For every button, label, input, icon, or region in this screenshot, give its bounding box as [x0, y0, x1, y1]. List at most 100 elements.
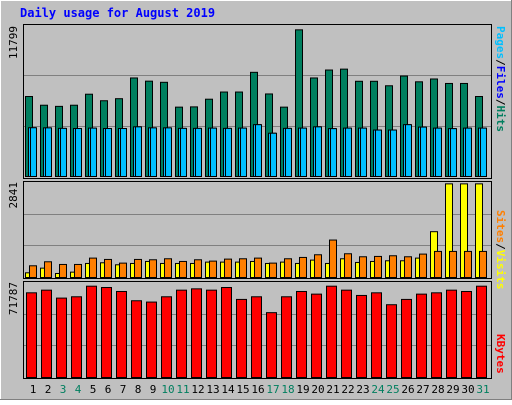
sites-bar — [464, 250, 472, 278]
sites-bar — [344, 253, 352, 279]
kbytes-bar — [386, 304, 397, 379]
day-label: 23 — [356, 383, 369, 396]
pages-bar — [375, 129, 382, 178]
pages-bar — [285, 127, 292, 177]
kbytes-bar — [356, 294, 367, 378]
kbytes-bar — [206, 289, 217, 379]
day-label: 7 — [120, 383, 127, 396]
visits-axis-label: Sites/Visits — [494, 210, 507, 290]
pages-bar — [150, 127, 157, 177]
pages-bar — [75, 128, 82, 178]
day-label: 24 — [371, 383, 385, 396]
day-label: 20 — [311, 383, 324, 396]
day-label: 22 — [341, 383, 354, 396]
kbytes-bar — [161, 296, 172, 379]
sites-bar — [314, 254, 322, 278]
sites-bar — [209, 260, 217, 279]
sites-bar — [119, 262, 127, 278]
kbytes-bar — [86, 285, 97, 378]
axis-separator: / — [494, 99, 507, 106]
kbytes-bar — [266, 312, 277, 379]
kbytes-bar — [71, 296, 82, 379]
kbytes-bar — [221, 287, 232, 379]
sites-bar — [449, 250, 457, 278]
axis-separator: / — [494, 59, 507, 66]
sites-bar — [359, 256, 367, 278]
day-label: 16 — [251, 383, 264, 396]
day-label: 1 — [30, 383, 37, 396]
day-label: 28 — [431, 383, 444, 396]
sites-bar — [269, 262, 277, 278]
sites-bar — [404, 256, 412, 278]
day-label: 9 — [150, 383, 157, 396]
kbytes-bar — [461, 290, 472, 378]
day-label: 31 — [476, 383, 489, 396]
kbytes-bar — [56, 297, 67, 379]
sites-bar — [164, 258, 172, 279]
sites-axis-word: Sites — [494, 210, 507, 243]
day-label: 12 — [191, 383, 204, 396]
pages-bar — [315, 126, 322, 178]
pages-bar — [225, 127, 232, 177]
sites-bar — [479, 250, 487, 278]
pages-bar — [240, 127, 247, 177]
kbytes-bar — [41, 289, 52, 379]
pages-axis-word: Pages — [494, 26, 507, 59]
sites-bar — [389, 255, 397, 278]
sites-bar — [254, 257, 262, 278]
sites-bar — [179, 260, 187, 278]
pages-bar — [420, 126, 427, 177]
kbytes-bar — [146, 301, 157, 378]
pages-bar — [45, 127, 52, 177]
day-label: 8 — [135, 383, 142, 396]
pages-bar — [345, 127, 352, 177]
day-label: 25 — [386, 383, 399, 396]
hits-axis-word: Hits — [494, 106, 507, 133]
sites-bar — [284, 258, 292, 279]
axis-separator: / — [494, 243, 507, 250]
kbytes-bar — [191, 288, 202, 379]
pages-bar — [60, 127, 67, 177]
kbytes-bar — [431, 292, 442, 378]
day-label: 11 — [176, 383, 189, 396]
kbytes-bar — [371, 292, 382, 378]
kbytes-axis-label: KBytes — [494, 334, 507, 374]
pages-bar — [30, 127, 37, 177]
pages-bar — [450, 128, 457, 178]
sites-bar — [74, 263, 82, 279]
kbytes-bar — [236, 298, 247, 378]
pages-bar — [105, 128, 112, 178]
kbytes-bar — [311, 293, 322, 378]
x-axis-day-labels: 1 2 3 4 5 6 7 8 9 10 11 12 13 14 15 16 17 18 19 20 21 22 23 24 2… — [30, 383, 490, 396]
pages-bar — [330, 128, 337, 178]
pages-bar — [435, 127, 442, 177]
day-label: 21 — [326, 383, 339, 396]
day-label: 14 — [221, 383, 235, 396]
day-label: 19 — [296, 383, 309, 396]
kbytes-bar — [251, 296, 262, 379]
sites-bar — [104, 258, 112, 278]
sites-bar — [194, 259, 202, 279]
sites-bar — [89, 257, 97, 278]
kbytes-bar — [416, 293, 427, 378]
sites-bar — [434, 250, 442, 278]
day-label: 26 — [401, 383, 414, 396]
sites-bar — [374, 255, 382, 278]
pages-bar — [165, 127, 172, 177]
day-label: 17 — [266, 383, 279, 396]
sites-bar — [134, 258, 142, 278]
pages-bar — [255, 124, 262, 177]
kbytes-bar — [401, 298, 412, 378]
pages-bar — [270, 132, 277, 177]
day-label: 4 — [75, 383, 82, 396]
bars-layer — [25, 29, 487, 379]
kbytes-bar — [341, 289, 352, 379]
kbytes-bar — [476, 285, 487, 378]
kbytes-bar — [446, 289, 457, 379]
kbytes-bar — [26, 292, 37, 378]
pages-bar — [300, 127, 307, 177]
day-label: 18 — [281, 383, 294, 396]
visits-ymax-label: 2841 — [7, 182, 20, 209]
